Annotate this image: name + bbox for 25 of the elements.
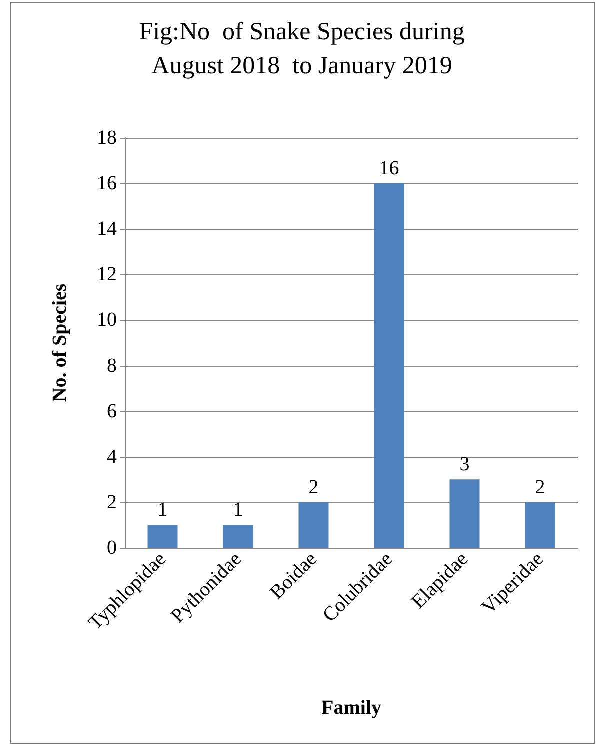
x-axis-title: Family [322,697,382,719]
y-tick-label: 12 [97,264,117,286]
bar [148,525,178,548]
y-tick-label: 4 [107,446,117,468]
data-label: 2 [535,476,546,498]
y-tick-label: 8 [107,354,117,377]
chart-title: Fig:No of Snake Species during August 2018 to January 2019 [139,18,466,80]
bar [525,502,556,548]
data-label: 16 [379,158,400,180]
y-tick-label: 0 [107,537,117,559]
y-tick-label: 16 [97,172,117,195]
bar [223,525,254,548]
y-tick-label: 6 [107,400,117,422]
data-label: 3 [460,454,470,476]
data-label: 1 [233,499,244,522]
y-tick-label: 2 [107,491,117,514]
bar [450,480,480,548]
y-axis-title: No. of Species [49,284,71,402]
data-label: 2 [308,476,319,498]
y-tick-label: 18 [97,127,117,149]
y-tick-label: 14 [97,218,117,240]
bar [298,502,329,548]
y-tick-label: 10 [97,309,117,332]
bar [374,184,404,548]
data-label: 1 [158,499,168,522]
